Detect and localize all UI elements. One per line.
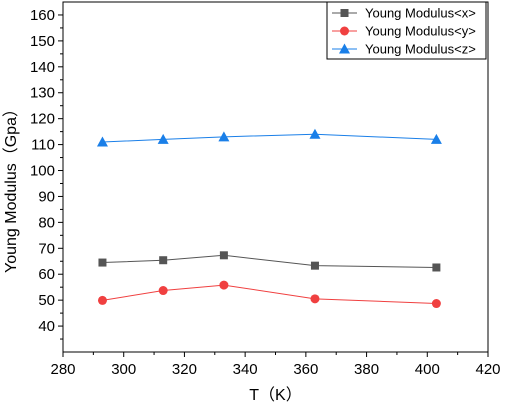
legend-label: Young Modulus<x> <box>365 6 476 21</box>
data-point <box>219 280 229 290</box>
y-tick-label: 100 <box>30 163 55 180</box>
x-tick-label: 400 <box>415 361 440 378</box>
y-tick-label: 90 <box>38 188 55 205</box>
data-point <box>432 263 441 272</box>
x-tick-label: 320 <box>172 361 197 378</box>
data-point <box>97 295 107 305</box>
data-point <box>157 133 169 144</box>
y-tick-label: 130 <box>30 85 55 102</box>
series-square <box>98 251 441 272</box>
series-line <box>102 254 437 268</box>
y-tick-label: 80 <box>38 214 55 231</box>
y-tick-label: 110 <box>31 137 55 154</box>
x-tick-label: 360 <box>293 361 318 378</box>
legend-marker <box>339 43 350 54</box>
y-tick-label: 140 <box>30 59 55 76</box>
series-line <box>102 133 437 143</box>
y-axis-title: Young Modulus（Gpa） <box>2 101 20 273</box>
data-point <box>309 128 321 139</box>
data-point <box>159 256 168 265</box>
y-tick-label: 120 <box>30 111 55 128</box>
data-point <box>310 261 319 270</box>
x-tick-label: 420 <box>475 361 500 378</box>
data-point <box>219 251 228 260</box>
data-point <box>431 299 441 309</box>
data-point <box>96 136 108 147</box>
x-tick-label: 380 <box>354 361 379 378</box>
legend-label: Young Modulus<y> <box>365 24 476 39</box>
data-point <box>430 133 442 144</box>
x-axis-title: T（K） <box>249 386 301 404</box>
axes: 280 300 320 340 360 380 400 420 40 50 60 70 80 90 100 1… <box>30 1 501 378</box>
series-line <box>102 284 437 305</box>
legend-marker <box>340 26 349 36</box>
y-tick-label: 150 <box>30 33 55 50</box>
y-tick-label: 40 <box>38 318 55 335</box>
y-tick-label: 50 <box>38 292 55 309</box>
y-tick-label: 60 <box>38 266 55 283</box>
series-circle <box>97 280 441 309</box>
series-layer <box>96 128 442 309</box>
data-point <box>218 131 230 142</box>
x-tick-label: 300 <box>111 361 136 378</box>
data-point <box>310 294 320 304</box>
data-point <box>98 258 107 267</box>
data-point <box>158 286 168 296</box>
legend-marker <box>340 9 349 17</box>
y-tick-label: 160 <box>30 7 55 24</box>
legend: Young Modulus<x> Young Modulus<y> Young Mo… <box>326 1 487 60</box>
x-tick-label: 280 <box>50 361 75 378</box>
y-tick-label: 70 <box>38 240 55 257</box>
series-triangle <box>96 128 442 147</box>
x-tick-label: 340 <box>233 361 258 378</box>
legend-label: Young Modulus<z> <box>365 42 476 57</box>
